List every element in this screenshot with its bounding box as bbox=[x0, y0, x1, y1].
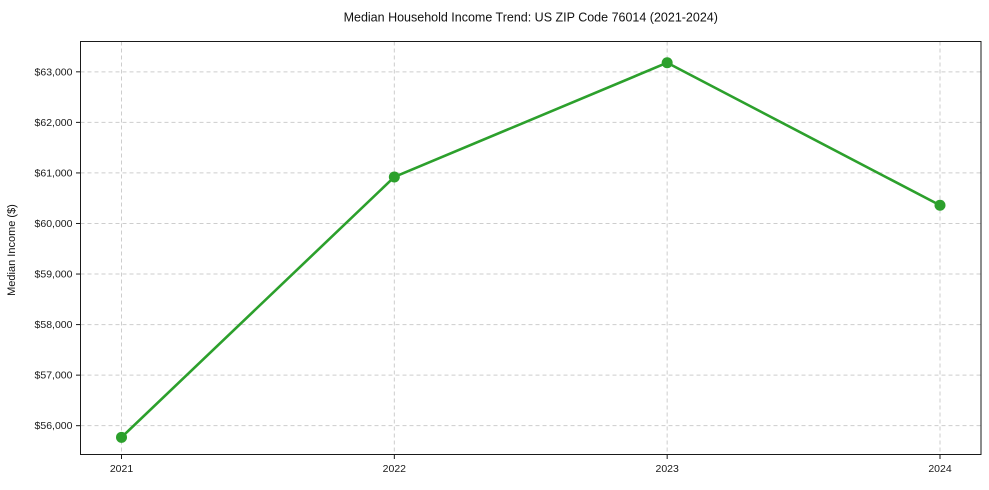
x-tick-label: 2022 bbox=[383, 463, 407, 475]
y-axis-title: Median Income ($) bbox=[6, 204, 18, 296]
y-tick-label: $57,000 bbox=[35, 370, 73, 382]
y-tick-label: $63,000 bbox=[35, 66, 73, 78]
data-point-2023 bbox=[661, 57, 673, 69]
axis-frame bbox=[80, 41, 982, 455]
trend-line bbox=[120, 61, 942, 439]
y-tick-label: $58,000 bbox=[35, 319, 73, 331]
y-tick-label: $59,000 bbox=[35, 269, 73, 281]
data-point-2021 bbox=[116, 431, 127, 443]
y-tick-label: $60,000 bbox=[35, 218, 73, 230]
chart-title: Median Household Income Trend: US ZIP Co… bbox=[344, 11, 718, 25]
x-tick-label: 2024 bbox=[928, 463, 952, 475]
x-tick-label: 2021 bbox=[110, 463, 134, 475]
y-tick-label: $56,000 bbox=[35, 420, 73, 432]
data-point-2024 bbox=[934, 199, 946, 211]
x-tick-label: 2023 bbox=[655, 463, 679, 475]
data-point-2022 bbox=[388, 171, 400, 183]
y-tick-label: $61,000 bbox=[35, 167, 73, 179]
y-tick-label: $62,000 bbox=[35, 117, 73, 129]
